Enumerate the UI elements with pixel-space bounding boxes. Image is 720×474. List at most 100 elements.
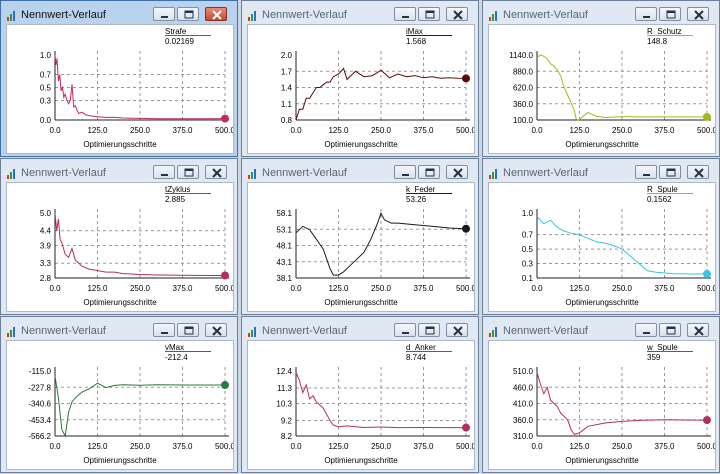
legend-current-value: 53.26 [406,195,427,204]
title-bar[interactable]: Nennwert-Verlauf [1,317,237,347]
current-value-marker [462,423,470,432]
minimize-button[interactable] [635,165,657,179]
x-tick-label: 0.0 [49,284,61,293]
chart-area: Strafe 0.02169 0.0 125.0 250.0 375.0 500.0 1.0 0… [6,24,234,154]
close-button[interactable] [205,323,227,337]
maximize-button[interactable] [659,165,681,179]
legend-current-value: 1.568 [406,37,427,46]
y-tick-label: 12.4 [276,367,292,376]
close-button[interactable] [205,7,227,21]
close-button[interactable] [687,165,709,179]
minimize-icon [643,16,650,18]
chart-window-r-spule[interactable]: Nennwert-Verlauf R_Spule 0.1562 0.0 125.0 250… [482,158,720,315]
maximize-icon [666,168,676,177]
title-bar[interactable]: Nennwert-Verlauf [242,159,478,189]
maximize-button[interactable] [418,323,440,337]
title-bar[interactable]: Nennwert-Verlauf [242,1,478,31]
y-tick-label: 410.0 [513,400,534,409]
legend-line [406,35,452,36]
title-bar[interactable]: Nennwert-Verlauf [1,159,237,189]
line-chart: 0.0 125.0 250.0 375.0 500.0 5.0 4.4 3.9 3.3 2.8 [40,209,233,293]
legend-current-value: -212.4 [165,353,188,362]
x-tick-label: 125.0 [328,126,349,135]
x-axis-label: Optimierungsschritte [565,456,639,465]
legend-current-value: 0.1562 [647,195,672,204]
chart-area: vMax -212.4 0.0 125.0 250.0 375.0 500.0 -115.0 -… [6,340,234,470]
y-tick-label: 48.1 [276,242,292,251]
title-bar[interactable]: Nennwert-Verlauf [483,159,719,189]
maximize-button[interactable] [418,165,440,179]
maximize-button[interactable] [659,323,681,337]
window-title: Nennwert-Verlauf [503,9,588,21]
maximize-button[interactable] [659,7,681,21]
close-button[interactable] [446,323,468,337]
chart-window-vmax[interactable]: Nennwert-Verlauf vMax -212.4 0.0 125.0 250.0 3… [0,316,238,473]
line-chart: 0.0 125.0 250.0 375.0 500.0 -115.0 -227.8 -340.… [28,367,233,451]
minimize-button[interactable] [635,323,657,337]
chart-area: R_Spule 0.1562 0.0 125.0 250.0 375.0 500.0 1.0 0… [488,182,716,312]
minimize-button[interactable] [153,165,175,179]
minimize-icon [161,16,168,18]
chart-window-imax[interactable]: Nennwert-Verlauf iMax 1.568 0.0 125.0 250.0 37… [241,0,479,157]
y-tick-label: -453.4 [28,416,51,425]
line-chart: 0.0 125.0 250.0 375.0 500.0 1140.0 880.0 620.0 3… [509,51,715,135]
x-tick-label: 0.0 [49,126,61,135]
x-tick-label: 375.0 [172,442,193,451]
x-axis-label: Optimierungsschritte [83,140,157,149]
maximize-button[interactable] [177,323,199,337]
x-tick-label: 0.0 [290,442,302,451]
x-tick-label: 125.0 [569,126,590,135]
chart-window-w-spule[interactable]: Nennwert-Verlauf w_Spule 359 0.0 125.0 250.0 3… [482,316,720,473]
x-tick-label: 125.0 [569,284,590,293]
maximize-button[interactable] [177,165,199,179]
y-tick-label: 43.1 [276,258,292,267]
minimize-button[interactable] [394,165,416,179]
title-bar[interactable]: Nennwert-Verlauf [483,1,719,31]
minimize-button[interactable] [153,323,175,337]
minimize-button[interactable] [635,7,657,21]
y-tick-label: 510.0 [513,367,534,376]
chart-window-k-feder[interactable]: Nennwert-Verlauf k_Feder 53.26 0.0 125.0 250.… [241,158,479,315]
x-tick-label: 375.0 [654,284,675,293]
x-tick-label: 375.0 [654,442,675,451]
close-icon [694,10,704,20]
x-tick-label: 375.0 [172,126,193,135]
chart-window-tzyklus[interactable]: Nennwert-Verlauf tZyklus 2.885 0.0 125.0 250.… [0,158,238,315]
legend-current-value: 0.02169 [165,37,194,46]
current-value-marker [462,224,470,233]
y-tick-label: 1.0 [40,51,52,60]
x-axis-label: Optimierungsschritte [324,140,398,149]
title-bar[interactable]: Nennwert-Verlauf [483,317,719,347]
x-tick-label: 375.0 [413,126,434,135]
maximize-button[interactable] [177,7,199,21]
minimize-icon [402,174,409,176]
close-button[interactable] [205,165,227,179]
chart-window-r-schutz[interactable]: Nennwert-Verlauf R_Schutz 148.8 0.0 125.0 250… [482,0,720,157]
close-button[interactable] [446,7,468,21]
close-icon [212,10,222,20]
minimize-button[interactable] [153,7,175,21]
x-tick-label: 250.0 [612,284,633,293]
x-tick-label: 250.0 [371,126,392,135]
maximize-icon [184,326,194,335]
maximize-icon [425,10,435,19]
x-axis-label: Optimierungsschritte [83,298,157,307]
maximize-button[interactable] [418,7,440,21]
close-icon [453,10,463,20]
title-bar[interactable]: Nennwert-Verlauf [242,317,478,347]
minimize-button[interactable] [394,323,416,337]
y-tick-label: 5.0 [40,209,52,218]
legend-line [647,193,693,194]
minimize-button[interactable] [394,7,416,21]
y-tick-label: 360.0 [513,416,534,425]
chart-window-strafe[interactable]: Nennwert-Verlauf Strafe 0.02169 0.0 125.0 250… [0,0,238,157]
y-tick-label: -340.6 [28,400,51,409]
chart-window-d-anker[interactable]: Nennwert-Verlauf d_Anker 8.744 0.0 125.0 250.… [241,316,479,473]
close-button[interactable] [446,165,468,179]
y-tick-label: 11.3 [277,384,293,393]
close-button[interactable] [687,7,709,21]
close-button[interactable] [687,323,709,337]
current-value-marker [703,269,711,278]
title-bar[interactable]: Nennwert-Verlauf [1,1,237,31]
y-tick-label: 0.1 [522,274,534,283]
